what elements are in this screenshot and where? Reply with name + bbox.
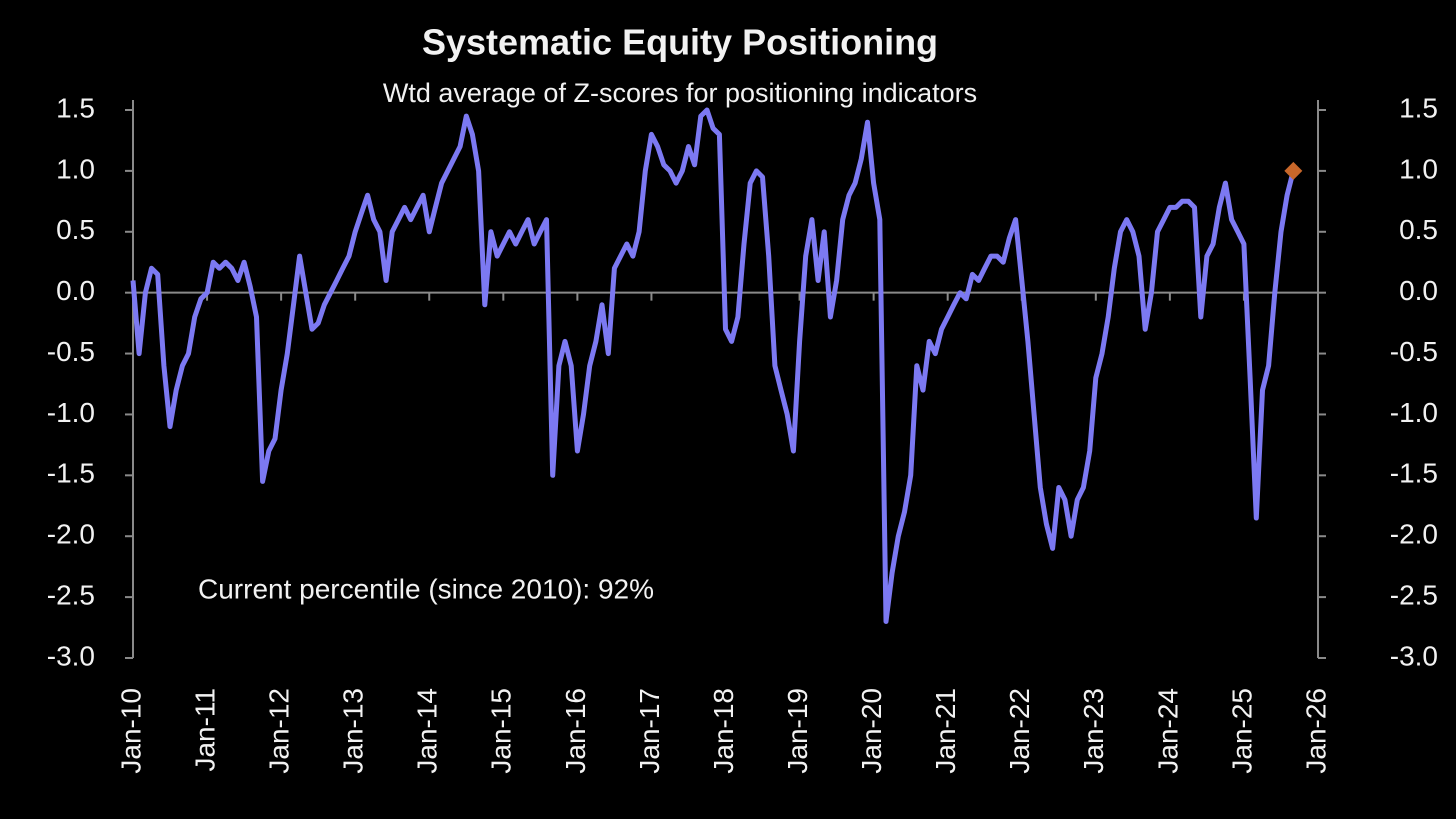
series-line <box>130 107 1296 624</box>
y-tick-label: 1.0 <box>56 153 95 184</box>
x-tick-label: Jan-20 <box>856 688 887 774</box>
x-tick-label: Jan-26 <box>1300 688 1331 774</box>
y-tick-label: -1.5 <box>47 458 95 489</box>
y-tick-label: 0.0 <box>56 275 95 306</box>
x-tick-label: Jan-15 <box>486 688 517 774</box>
x-tick-label: Jan-11 <box>189 688 220 772</box>
y-tick-label: -2.5 <box>47 580 95 611</box>
chart-title: Systematic Equity Positioning <box>422 22 938 63</box>
y-tick-label: 1.5 <box>56 92 95 123</box>
x-tick-label: Jan-24 <box>1152 688 1183 774</box>
y-tick-label: -2.0 <box>47 519 95 550</box>
y2-tick-label: -1.0 <box>1390 397 1438 428</box>
y-tick-label: 0.5 <box>56 214 95 245</box>
chart-subtitle: Wtd average of Z-scores for positioning … <box>383 78 977 108</box>
x-tick-label: Jan-16 <box>560 688 591 774</box>
y2-tick-label: -0.5 <box>1390 336 1438 367</box>
x-tick-label: Jan-12 <box>264 688 295 774</box>
annotation: Current percentile (since 2010): 92% <box>198 573 654 604</box>
x-tick-label: Jan-18 <box>708 688 739 774</box>
x-tick-label: Jan-19 <box>782 688 813 774</box>
y2-tick-label: -2.0 <box>1390 519 1438 550</box>
y2-tick-label: 0.0 <box>1399 275 1438 306</box>
y2-tick-label: -1.5 <box>1390 458 1438 489</box>
y2-tick-label: 0.5 <box>1399 214 1438 245</box>
x-tick-label: Jan-13 <box>338 688 369 774</box>
x-tick-label: Jan-25 <box>1226 688 1257 774</box>
x-tick-label: Jan-14 <box>412 688 443 774</box>
y-tick-label: -1.0 <box>47 397 95 428</box>
y2-tick-label: -3.0 <box>1390 640 1438 671</box>
x-tick-label: Jan-17 <box>634 688 665 774</box>
y-tick-label: -3.0 <box>47 640 95 671</box>
last-point-marker <box>1284 161 1303 180</box>
y2-tick-label: 1.5 <box>1399 92 1438 123</box>
y2-tick-label: -2.5 <box>1390 580 1438 611</box>
y-tick-label: -0.5 <box>47 336 95 367</box>
y2-tick-label: 1.0 <box>1399 153 1438 184</box>
x-tick-label: Jan-22 <box>1004 688 1035 774</box>
x-tick-label: Jan-21 <box>930 688 961 774</box>
x-tick-label: Jan-10 <box>115 688 146 774</box>
x-tick-label: Jan-23 <box>1078 688 1109 774</box>
